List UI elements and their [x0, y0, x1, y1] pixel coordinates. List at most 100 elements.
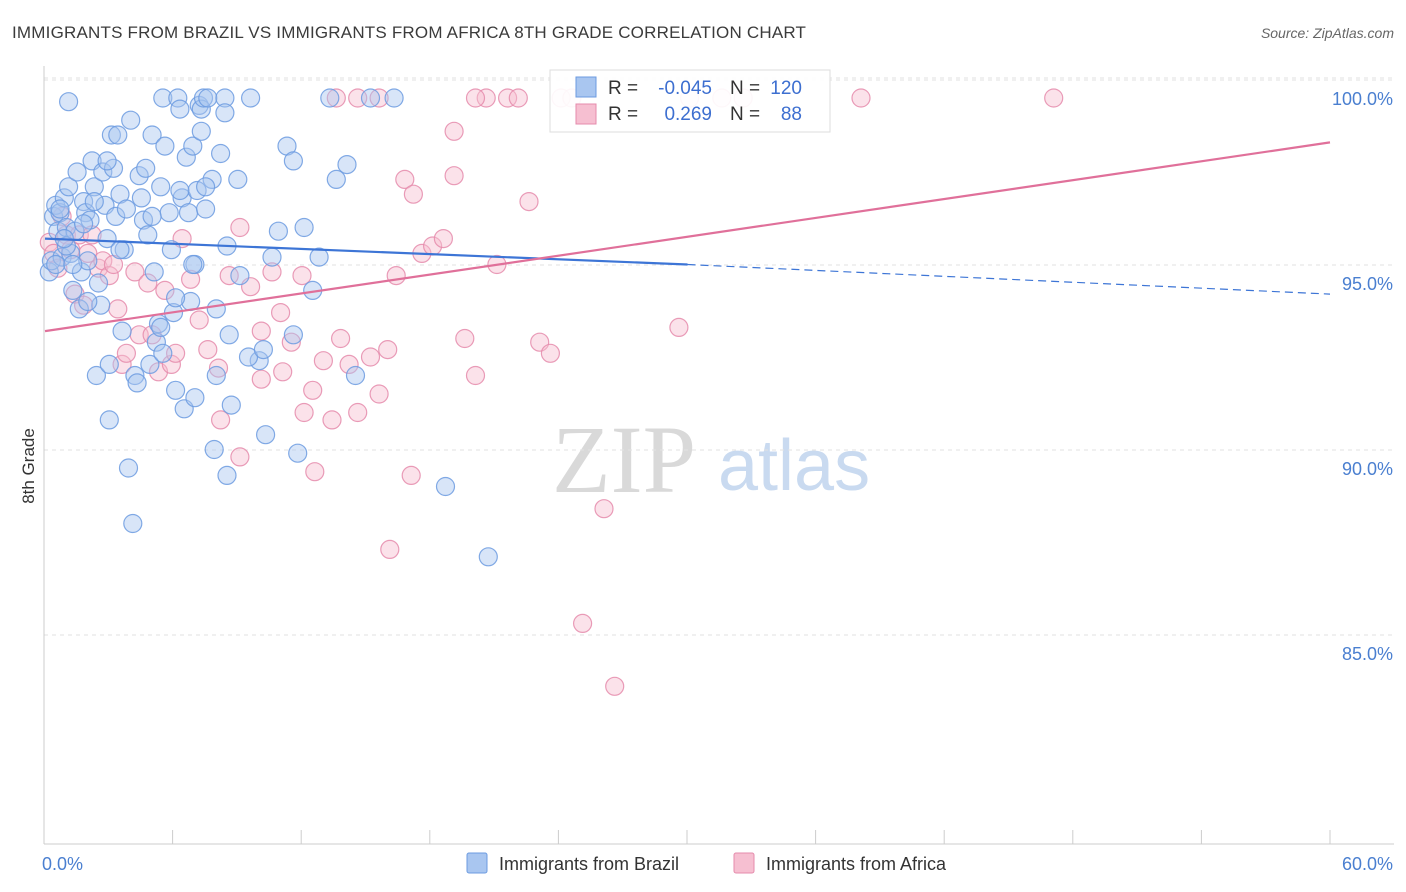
africa-point	[189, 310, 209, 330]
brazil-point	[84, 177, 104, 197]
brazil-point	[86, 365, 107, 386]
africa-point	[380, 539, 400, 560]
brazil-point	[97, 151, 117, 171]
y-tick-label: 85.0%	[1342, 644, 1393, 664]
africa-point	[403, 184, 423, 204]
brazil-point	[151, 317, 171, 337]
y-axis-ticks: 100.0% 95.0% 90.0% 85.0%	[1332, 89, 1393, 664]
trend-line-brazil-extension	[687, 263, 1331, 295]
brazil-point	[221, 395, 241, 415]
brazil-point	[170, 180, 190, 201]
trend-lines	[44, 141, 1331, 333]
africa-point	[108, 299, 128, 319]
africa-point	[465, 365, 486, 386]
brazil-point	[88, 273, 109, 293]
brazil-point	[215, 103, 235, 123]
brazil-point	[153, 343, 173, 363]
brazil-point	[176, 147, 196, 167]
stats-box: R = -0.045 N = 120 R = 0.269 N = 88	[549, 69, 831, 133]
brazil-point	[320, 88, 340, 108]
stats-n-value-brazil: 120	[770, 78, 802, 99]
africa-point	[125, 262, 145, 282]
brazil-point	[241, 88, 261, 108]
brazil-point	[103, 158, 124, 178]
brazil-point	[127, 373, 147, 393]
africa-point	[605, 676, 625, 696]
brazil-point	[106, 206, 126, 226]
y-axis-label: 8th Grade	[19, 428, 38, 504]
y-tick-label: 90.0%	[1342, 459, 1393, 479]
africa-point	[138, 273, 158, 293]
africa-point	[292, 266, 312, 286]
brazil-point	[118, 458, 139, 478]
series-brazil-points	[39, 88, 498, 567]
africa-point	[281, 332, 301, 352]
trend-line-brazil	[44, 237, 688, 266]
brazil-point	[54, 188, 74, 208]
brazil-point	[56, 236, 77, 256]
brazil-point	[63, 280, 83, 300]
brazil-point	[191, 121, 211, 141]
brazil-point	[268, 221, 288, 241]
brazil-point	[166, 380, 186, 400]
brazil-point	[131, 188, 151, 208]
africa-point	[1044, 88, 1064, 108]
africa-point	[378, 340, 398, 360]
axes	[43, 66, 1394, 845]
brazil-point	[84, 192, 104, 212]
africa-point	[348, 402, 368, 423]
africa-point	[326, 88, 346, 108]
africa-point	[251, 321, 271, 341]
legend-label-brazil: Immigrants from Brazil	[499, 854, 679, 874]
africa-point	[208, 358, 229, 378]
brazil-point	[294, 217, 314, 238]
africa-point	[498, 88, 518, 108]
legend-label-africa: Immigrants from Africa	[766, 854, 947, 874]
brazil-point	[101, 125, 122, 145]
africa-point	[273, 362, 293, 382]
brazil-point	[125, 365, 145, 386]
brazil-point	[140, 354, 160, 374]
africa-point	[271, 303, 291, 323]
stats-box-frame	[549, 69, 831, 133]
brazil-point	[108, 125, 128, 145]
brazil-point	[206, 365, 226, 386]
brazil-point	[219, 325, 239, 345]
brazil-point	[136, 158, 156, 178]
africa-point	[508, 88, 528, 108]
brazil-point	[159, 203, 179, 223]
brazil-point	[80, 210, 100, 230]
africa-point	[519, 192, 539, 212]
brazil-point	[112, 321, 132, 341]
brazil-point	[166, 288, 186, 308]
brazil-point	[228, 169, 248, 189]
legend-swatch-brazil	[466, 852, 488, 874]
brazil-point	[99, 354, 119, 374]
africa-point	[251, 369, 271, 389]
stats-n-label-africa: N =	[730, 104, 760, 125]
x-tick-label: 60.0%	[1342, 854, 1393, 874]
africa-point	[540, 343, 561, 363]
brazil-point	[196, 199, 216, 219]
brazil-point	[337, 155, 357, 175]
brazil-point	[67, 162, 87, 182]
africa-point	[294, 402, 314, 423]
brazil-point	[97, 229, 117, 249]
stats-r-label-brazil: R =	[608, 78, 638, 99]
africa-point	[455, 328, 475, 349]
brazil-point	[178, 203, 199, 223]
brazil-point	[142, 206, 162, 226]
brazil-point	[50, 199, 70, 219]
brazil-point	[206, 299, 226, 319]
africa-point	[433, 229, 453, 249]
africa-point	[313, 351, 333, 371]
brazil-point	[129, 166, 149, 186]
y-tick-label: 95.0%	[1342, 274, 1393, 294]
brazil-point	[204, 439, 224, 460]
stats-r-label-africa: R =	[608, 104, 638, 125]
africa-point	[386, 266, 406, 286]
brazil-point	[142, 125, 162, 145]
brazil-point	[78, 291, 98, 312]
brazil-point	[78, 251, 98, 271]
brazil-point	[185, 388, 205, 408]
